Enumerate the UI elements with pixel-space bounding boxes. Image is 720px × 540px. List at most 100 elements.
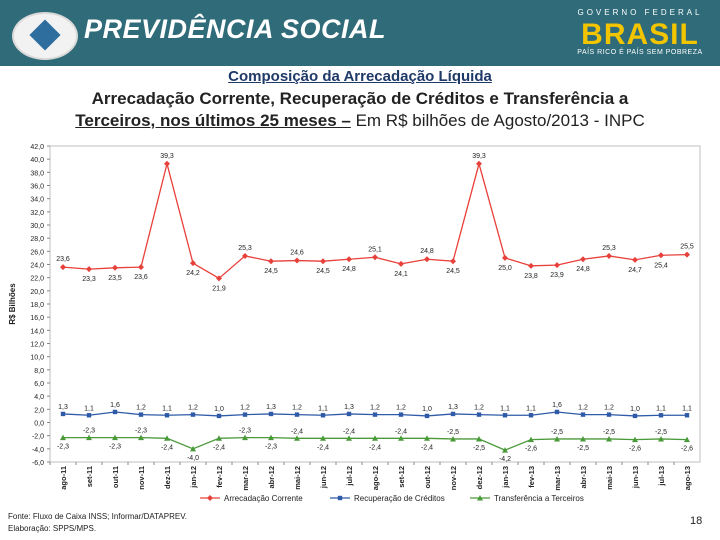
data-point: [632, 436, 638, 443]
data-point: [112, 264, 118, 271]
data-point: [606, 412, 612, 417]
data-point: [216, 275, 222, 282]
data-label: -2,3: [239, 428, 251, 435]
data-label: 25,0: [498, 265, 512, 272]
data-point: [476, 435, 482, 442]
governo-federal-text: GOVERNO FEDERAL: [577, 8, 703, 17]
data-point: [216, 435, 222, 441]
data-point: [60, 434, 66, 441]
data-point: [424, 435, 430, 441]
y-tick-label: 36,0: [30, 184, 44, 191]
data-point: [684, 251, 690, 258]
data-point: [190, 260, 196, 267]
data-label: 24,6: [290, 250, 304, 257]
data-point: [346, 435, 352, 441]
previdencia-logo: [12, 12, 78, 60]
chart-title: Composição da Arrecadação Líquida: [228, 68, 492, 85]
data-label: -2,4: [291, 428, 303, 435]
data-label: 1,1: [318, 405, 328, 412]
y-tick-label: 40,0: [30, 157, 44, 164]
x-tick-label: jul-12: [345, 466, 354, 487]
x-tick-label: nov-11: [137, 466, 146, 490]
y-tick-label: 22,0: [30, 276, 44, 283]
y-tick-label: 10,0: [30, 355, 44, 362]
data-point: [216, 413, 222, 419]
data-label: 1,3: [58, 404, 68, 411]
data-label: -2,3: [135, 428, 147, 435]
data-label: 1,1: [526, 405, 536, 412]
data-label: 1,2: [188, 405, 198, 412]
y-tick-label: 0,0: [34, 421, 44, 428]
x-tick-label: dez-12: [475, 466, 484, 489]
data-label: 25,1: [368, 246, 382, 253]
y-tick-label: 2,0: [34, 407, 44, 414]
data-point: [606, 252, 612, 259]
data-point: [424, 413, 430, 419]
data-label: -2,4: [343, 428, 355, 435]
data-point: [606, 435, 612, 442]
data-label: 25,5: [680, 244, 694, 251]
data-point: [658, 435, 664, 442]
x-tick-label: jul-13: [657, 466, 666, 487]
data-point: [372, 435, 378, 441]
data-label: 23,3: [82, 276, 96, 283]
data-point: [138, 434, 144, 441]
x-tick-label: mar-12: [241, 466, 250, 491]
data-point: [164, 413, 170, 418]
x-tick-label: abr-12: [267, 466, 276, 489]
y-tick-label: 30,0: [30, 223, 44, 230]
data-label: 1,2: [370, 405, 380, 412]
data-label: -2,4: [421, 444, 433, 451]
y-tick-label: 42,0: [30, 144, 44, 151]
data-label: 1,0: [214, 406, 224, 413]
legend-label-1: Recuperação de Créditos: [354, 494, 445, 503]
data-point: [86, 434, 92, 441]
data-label: 1,3: [266, 404, 276, 411]
y-tick-label: -2,0: [32, 434, 44, 441]
y-tick-label: 12,0: [30, 342, 44, 349]
y-tick-label: 34,0: [30, 197, 44, 204]
data-point: [684, 413, 690, 418]
x-tick-label: set-12: [397, 466, 406, 488]
data-point: [112, 409, 118, 415]
data-point: [372, 412, 378, 417]
y-tick-label: 8,0: [34, 368, 44, 375]
chart-subtitle-line2: Terceiros, nos últimos 25 meses – Em R$ …: [75, 111, 645, 130]
x-tick-label: jun-12: [319, 466, 328, 489]
data-label: 23,5: [108, 275, 122, 282]
data-label: 1,2: [578, 405, 588, 412]
y-axis-label: R$ Bilhões: [8, 283, 17, 325]
footer-source: Fonte: Fluxo de Caixa INSS; Informar/DAT…: [8, 512, 188, 533]
header-title: PREVIDÊNCIA SOCIAL: [84, 14, 387, 44]
data-point: [658, 413, 664, 418]
brasil-slogan: PAÍS RICO É PAÍS SEM POBREZA: [577, 49, 703, 56]
data-label: 1,1: [162, 405, 172, 412]
x-tick-label: out-12: [423, 466, 432, 489]
data-point: [554, 262, 560, 269]
data-label: 25,3: [238, 245, 252, 252]
x-tick-label: jun-13: [631, 466, 640, 489]
data-point: [294, 412, 300, 417]
data-point: [346, 411, 352, 417]
y-tick-label: -4,0: [32, 447, 44, 454]
data-label: 24,5: [264, 268, 278, 275]
data-label: -2,4: [161, 444, 173, 451]
legend-marker: [207, 495, 213, 501]
data-point: [632, 256, 638, 263]
data-label: 24,2: [186, 270, 200, 277]
legend-label-2: Transferência a Terceiros: [494, 494, 584, 503]
legend-label-0: Arrecadação Corrente: [224, 494, 303, 503]
data-label: 1,3: [448, 404, 458, 411]
data-point: [320, 435, 326, 441]
data-point: [580, 256, 586, 263]
y-tick-label: 6,0: [34, 381, 44, 388]
data-point: [528, 436, 534, 443]
data-point: [684, 436, 690, 443]
data-label: 39,3: [472, 153, 486, 160]
data-label: -2,5: [603, 429, 615, 436]
data-label: -2,3: [57, 444, 69, 451]
data-label: 23,9: [550, 272, 564, 279]
data-label: -2,5: [473, 445, 485, 452]
data-label: -2,4: [369, 444, 381, 451]
data-label: -2,6: [629, 446, 641, 453]
